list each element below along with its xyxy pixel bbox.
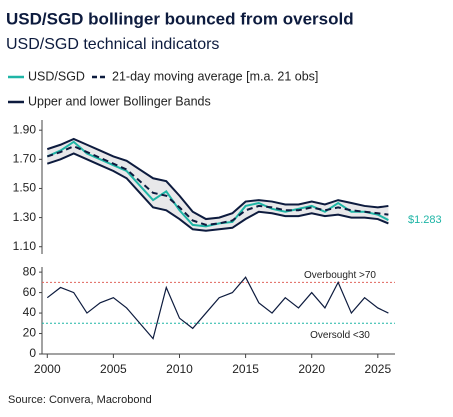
y-tick-label: 80 [23,264,37,278]
x-tick-label: 2000 [34,362,61,376]
x-tick-label: 2010 [166,362,193,376]
y-tick-label: 0 [29,346,36,360]
chart-subtitle: USD/SGD technical indicators [6,36,219,53]
end-label: $1.283 [408,214,442,226]
x-tick-label: 2020 [298,362,325,376]
y-tick-label: 1.70 [13,151,37,165]
y-tick-label: 1.30 [13,210,37,224]
y-tick-label: 1.10 [13,239,37,253]
x-tick-label: 2005 [100,362,127,376]
line [46,145,389,226]
line [46,276,389,340]
y-tick-label: 60 [23,285,37,299]
line [46,140,389,228]
legend-label: Upper and lower Bollinger Bands [28,94,211,108]
chart-title: USD/SGD bollinger bounced from oversold [6,9,354,28]
reference-label: Oversold <30 [310,330,370,341]
reference-label: Overbought >70 [304,270,376,281]
y-tick-label: 40 [23,305,37,319]
source: Source: Convera, Macrobond [8,394,152,406]
legend-label: 21-day moving average [m.a. 21 obs] [112,69,318,83]
x-tick-label: 2025 [364,362,391,376]
y-tick-label: 1.50 [13,181,37,195]
y-tick-label: 20 [23,326,37,340]
y-tick-label: 1.90 [13,122,37,136]
lower-band [46,152,389,232]
x-tick-label: 2015 [232,362,259,376]
upper-band [46,137,389,221]
legend-label: USD/SGD [28,69,85,83]
